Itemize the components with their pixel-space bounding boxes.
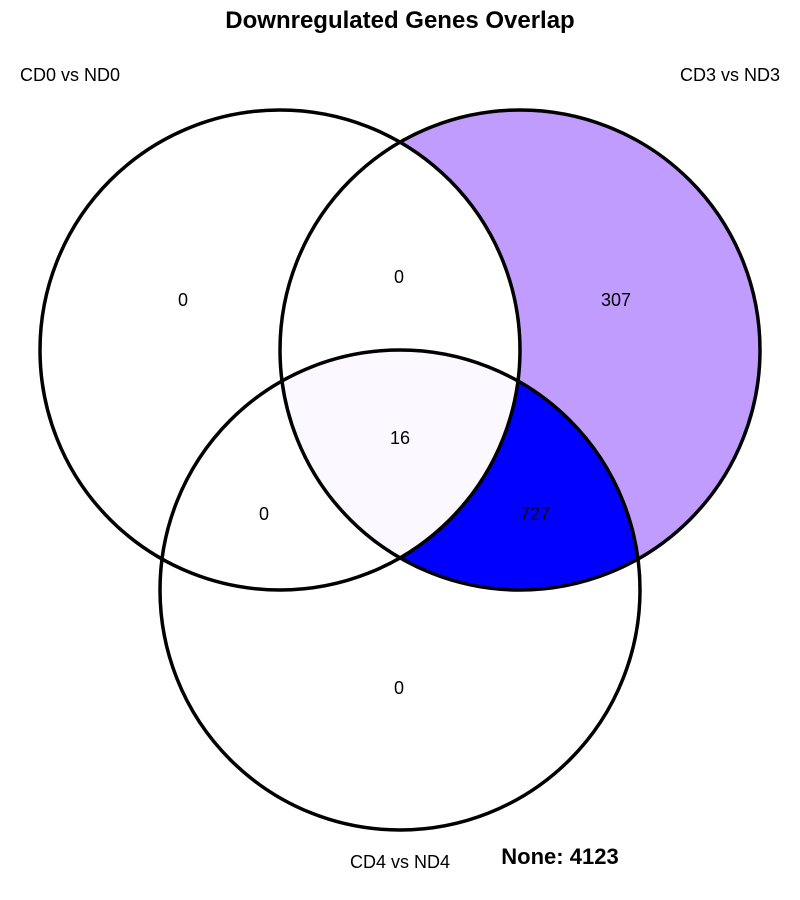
set-c-circle [158,348,642,832]
none-count: None: 4123 [501,844,618,869]
circle-outlines [38,108,762,832]
count-c-only: 0 [394,678,404,698]
count-a-only: 0 [178,290,188,310]
set-a-circle [38,108,522,592]
region-fills [280,110,760,590]
count-b-only: 307 [601,290,631,310]
count-ac-only: 0 [259,504,269,524]
region-bc-only-fill [280,350,640,590]
set-b-circle [278,108,762,592]
count-bc-only: 727 [520,504,550,524]
set-label-b: CD3 vs ND3 [680,65,780,85]
set-label-a: CD0 vs ND0 [20,65,120,85]
set-label-c: CD4 vs ND4 [350,852,450,872]
chart-title: Downregulated Genes Overlap [225,7,574,34]
count-ab-only: 0 [394,267,404,287]
count-abc: 16 [390,428,410,448]
